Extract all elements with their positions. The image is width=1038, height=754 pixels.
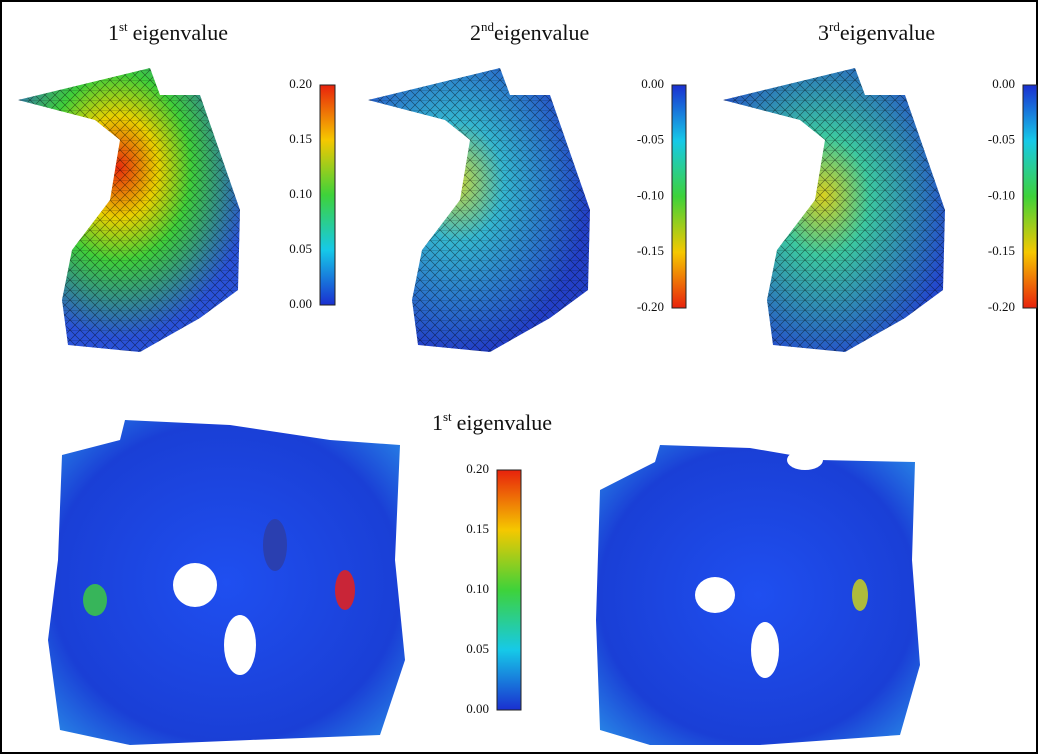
ordinal: 1 — [108, 20, 119, 45]
colorbar-tick-label: 0.00 — [641, 76, 664, 91]
colorbar-tick-label: -0.10 — [988, 187, 1015, 202]
colorbar-tick-label: 0.10 — [289, 186, 312, 201]
colorbar-tick-label: 0.05 — [466, 641, 489, 656]
colorbar-tick-label: -0.05 — [988, 132, 1015, 147]
colorbar — [1023, 85, 1037, 308]
colorbar-tick-label: 0.20 — [466, 461, 489, 476]
title-text: eigenvalue — [133, 20, 228, 45]
ordinal-suffix: rd — [829, 19, 840, 34]
title-text: eigenvalue — [457, 410, 552, 435]
colorbar-tick-label: -0.20 — [988, 299, 1015, 314]
colorbar-tick-label: 0.10 — [466, 581, 489, 596]
ordinal-suffix: st — [119, 19, 128, 34]
colorbar-tick-label: 0.00 — [466, 701, 489, 716]
colorbar-tick-label: 0.15 — [466, 521, 489, 536]
colorbar-tick-label: 0.20 — [289, 76, 312, 91]
title-text: eigenvalue — [494, 20, 589, 45]
ordinal-suffix: nd — [481, 19, 495, 34]
colorbar-tick-label: -0.15 — [988, 243, 1015, 258]
ordinal: 2 — [470, 20, 481, 45]
colorbar-tick-label: 0.00 — [992, 76, 1015, 91]
colorbar-tick-label: -0.20 — [637, 299, 664, 314]
foam-1 — [48, 420, 405, 745]
colorbar-tick-label: 0.05 — [289, 241, 312, 256]
ordinal: 1 — [432, 410, 443, 435]
ordinal-suffix: st — [443, 409, 452, 424]
ordinal: 3 — [818, 20, 829, 45]
figure: 1steigenvalue 2ndeigenvalue 3rdeigenvalu… — [0, 0, 1038, 754]
colorbar — [497, 470, 521, 710]
colorbar-tick-label: -0.15 — [637, 243, 664, 258]
colorbar-tick-label: -0.10 — [637, 187, 664, 202]
colorbar — [320, 85, 335, 305]
colorbar — [672, 85, 686, 308]
colorbar-tick-label: 0.00 — [289, 296, 312, 311]
foam-2 — [596, 445, 920, 745]
title-text: eigenvalue — [840, 20, 935, 45]
colorbar-tick-label: 0.15 — [289, 131, 312, 146]
colorbar-tick-label: -0.05 — [637, 132, 664, 147]
